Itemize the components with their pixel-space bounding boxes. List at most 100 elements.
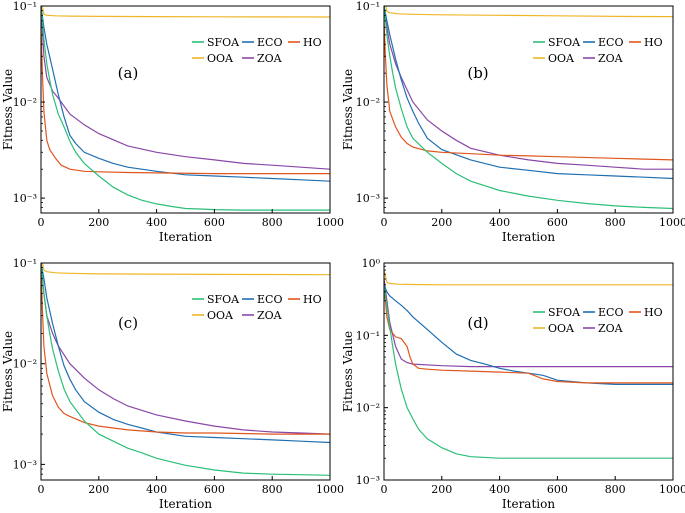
series-line-ooa xyxy=(385,6,673,18)
legend-label-sfoa: SFOA xyxy=(207,36,240,49)
series-line-ho xyxy=(384,20,673,161)
series-line-sfoa xyxy=(41,6,330,211)
series-line-zoa xyxy=(384,278,673,368)
series-line-zoa xyxy=(384,6,673,170)
y-axis-label: Fitness Value xyxy=(1,331,15,412)
series-line-sfoa xyxy=(384,284,673,459)
x-tick-label: 1000 xyxy=(316,483,344,496)
x-tick-label: 400 xyxy=(146,483,167,496)
y-axis-label: Fitness Value xyxy=(1,69,15,150)
y-tick-label: 10⁰ xyxy=(362,257,381,270)
legend-label-eco: ECO xyxy=(257,36,282,49)
legend: SFOA ECO HO OOA ZOA xyxy=(533,306,663,335)
series-line-eco xyxy=(41,6,330,182)
panel-label: (d) xyxy=(467,314,488,332)
x-tick-label: 800 xyxy=(262,483,283,496)
legend-label-zoa: ZOA xyxy=(598,52,624,65)
y-axis-label: Fitness Value xyxy=(341,331,355,412)
legend-label-ho: HO xyxy=(644,306,663,319)
x-tick-label: 200 xyxy=(431,483,452,496)
legend-label-eco: ECO xyxy=(598,306,623,319)
series-line-ooa xyxy=(384,269,673,286)
y-tick-label: 10⁻³ xyxy=(356,192,380,205)
series-line-sfoa xyxy=(41,263,330,476)
x-tick-label: 1000 xyxy=(659,483,685,496)
legend-label-ho: HO xyxy=(303,293,322,306)
x-tick-label: 1000 xyxy=(316,216,344,229)
legend-label-zoa: ZOA xyxy=(257,309,283,322)
y-axis-label: Fitness Value xyxy=(341,69,355,150)
x-tick-label: 0 xyxy=(381,216,388,229)
series-line-sfoa xyxy=(384,6,673,210)
legend-label-zoa: ZOA xyxy=(257,52,283,65)
legend: SFOA ECO HO OOA ZOA xyxy=(192,36,322,65)
y-tick-label: 10⁻² xyxy=(356,96,380,109)
x-axis-label: Iteration xyxy=(159,230,212,244)
x-axis-label: Iteration xyxy=(502,230,555,244)
y-tick-label: 10⁻¹ xyxy=(356,329,380,342)
series-line-eco xyxy=(41,263,330,444)
chart-panel-a: 0 200 400 600 800 1000 10⁻³ 10⁻² 10⁻¹ Iteration Fi… xyxy=(1,0,344,244)
legend-label-sfoa: SFOA xyxy=(548,36,581,49)
legend-label-eco: ECO xyxy=(257,293,282,306)
legend-label-ooa: OOA xyxy=(548,52,575,65)
y-tick-label: 10⁻² xyxy=(13,358,37,371)
series-line-ooa xyxy=(41,6,330,18)
series-line-zoa xyxy=(41,6,330,170)
y-tick-label: 10⁻² xyxy=(356,402,380,415)
x-tick-label: 1000 xyxy=(659,216,685,229)
legend-label-sfoa: SFOA xyxy=(207,293,240,306)
x-tick-label: 0 xyxy=(38,216,45,229)
x-axis-label: Iteration xyxy=(502,497,555,511)
legend-label-ho: HO xyxy=(303,36,322,49)
x-tick-label: 200 xyxy=(88,483,109,496)
series-line-ooa xyxy=(41,263,330,276)
y-tick-label: 10⁻¹ xyxy=(356,0,380,13)
x-tick-label: 0 xyxy=(38,483,45,496)
x-tick-label: 400 xyxy=(146,216,167,229)
panel-label: (c) xyxy=(118,314,138,332)
legend-label-ooa: OOA xyxy=(548,322,575,335)
series-line-ho xyxy=(41,27,330,175)
x-axis-label: Iteration xyxy=(159,497,212,511)
plot-frame xyxy=(383,262,674,481)
y-tick-label: 10⁻¹ xyxy=(13,257,37,270)
x-tick-label: 0 xyxy=(381,483,388,496)
x-tick-label: 400 xyxy=(489,216,510,229)
chart-panel-d: 0 200 400 600 800 1000 10⁻³ 10⁻² 10⁻¹ 10⁰ Iteratio… xyxy=(341,257,685,511)
x-tick-label: 200 xyxy=(431,216,452,229)
y-tick-label: 10⁻³ xyxy=(13,192,37,205)
y-tick-label: 10⁻³ xyxy=(356,474,380,487)
series-line-eco xyxy=(384,6,673,180)
x-tick-label: 800 xyxy=(605,483,626,496)
x-tick-label: 200 xyxy=(88,216,109,229)
x-tick-label: 600 xyxy=(204,483,225,496)
y-tick-label: 10⁻¹ xyxy=(13,0,37,13)
panel-label: (b) xyxy=(467,64,488,82)
series-line-zoa xyxy=(41,263,330,435)
x-tick-label: 600 xyxy=(547,483,568,496)
x-tick-label: 800 xyxy=(605,216,626,229)
legend: SFOA ECO HO OOA ZOA xyxy=(533,36,663,65)
x-tick-label: 600 xyxy=(547,216,568,229)
legend-label-ooa: OOA xyxy=(207,52,234,65)
series-line-ho xyxy=(384,284,673,384)
y-tick-label: 10⁻³ xyxy=(13,458,37,471)
plot-frame xyxy=(40,5,331,214)
legend-label-ooa: OOA xyxy=(207,309,234,322)
chart-panel-b: 0 200 400 600 800 1000 10⁻³ 10⁻² 10⁻¹ Iteration Fi… xyxy=(341,0,685,244)
panel-label: (a) xyxy=(118,64,139,82)
plot-frame xyxy=(40,262,331,481)
chart-panel-c: 0 200 400 600 800 1000 10⁻³ 10⁻² 10⁻¹ Iteration Fi… xyxy=(1,257,344,511)
legend-label-eco: ECO xyxy=(598,36,623,49)
x-tick-label: 800 xyxy=(262,216,283,229)
legend-label-zoa: ZOA xyxy=(598,322,624,335)
x-tick-label: 400 xyxy=(489,483,510,496)
legend-label-sfoa: SFOA xyxy=(548,306,581,319)
x-tick-label: 600 xyxy=(204,216,225,229)
legend-label-ho: HO xyxy=(644,36,663,49)
legend: SFOA ECO HO OOA ZOA xyxy=(192,293,322,322)
y-tick-label: 10⁻² xyxy=(13,96,37,109)
plot-frame xyxy=(383,5,674,214)
